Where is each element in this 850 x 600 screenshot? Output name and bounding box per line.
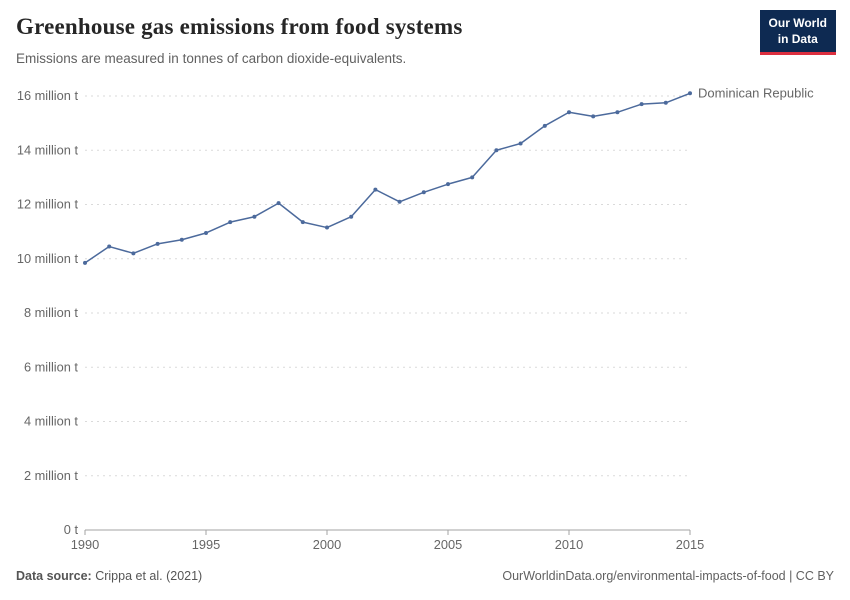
data-point <box>349 214 354 219</box>
data-point <box>615 110 620 115</box>
data-point <box>397 199 402 204</box>
data-point <box>446 182 450 187</box>
y-tick-label: 6 million t <box>24 359 78 374</box>
data-point <box>663 100 668 105</box>
data-point <box>542 123 547 128</box>
data-point <box>518 141 523 146</box>
data-point <box>276 201 281 206</box>
y-tick-label: 12 million t <box>17 197 79 212</box>
data-source-label: Data source: <box>16 569 92 583</box>
x-tick-label: 2000 <box>313 537 341 552</box>
y-tick-label: 10 million t <box>17 251 79 266</box>
chart-subtitle: Emissions are measured in tonnes of carb… <box>16 51 407 66</box>
data-point <box>107 244 112 249</box>
data-source-value: Crippa et al. (2021) <box>95 569 203 583</box>
x-tick-label: 1995 <box>192 537 220 552</box>
data-point <box>155 241 160 246</box>
data-point <box>228 220 233 225</box>
data-point <box>421 190 426 195</box>
y-tick-label: 4 million t <box>24 414 78 429</box>
data-point <box>83 260 87 265</box>
footer-credit-link[interactable]: OurWorldinData.org/environmental-impacts… <box>502 569 834 583</box>
data-point <box>470 175 475 180</box>
data-point <box>204 230 208 235</box>
data-point <box>591 114 596 119</box>
data-point <box>179 237 184 242</box>
x-tick-label: 2010 <box>555 537 583 552</box>
y-tick-label: 2 million t <box>24 468 78 483</box>
y-tick-label: 16 million t <box>17 88 79 103</box>
x-tick-label: 1990 <box>71 537 99 552</box>
data-point <box>252 214 257 219</box>
data-point <box>688 91 692 96</box>
data-point <box>567 110 571 115</box>
logo-line2: in Data <box>777 31 818 46</box>
data-point <box>131 251 136 256</box>
owid-logo: Our World in Data <box>759 10 836 56</box>
entity-label: Dominican Republic <box>698 85 814 100</box>
data-point <box>300 220 305 225</box>
data-point <box>373 187 378 192</box>
data-point <box>325 225 329 230</box>
x-tick-label: 2005 <box>434 537 462 552</box>
y-tick-label: 14 million t <box>17 142 79 157</box>
y-tick-label: 0 t <box>64 522 79 537</box>
page-title: Greenhouse gas emissions from food syste… <box>16 14 463 39</box>
x-tick-label: 2015 <box>676 537 704 552</box>
data-point <box>639 102 644 107</box>
y-tick-label: 8 million t <box>24 305 78 320</box>
data-source: Data source: Crippa et al. (2021) <box>16 569 202 583</box>
logo-line1: Our World <box>768 16 827 30</box>
data-line <box>84 92 691 264</box>
data-point <box>494 148 499 153</box>
